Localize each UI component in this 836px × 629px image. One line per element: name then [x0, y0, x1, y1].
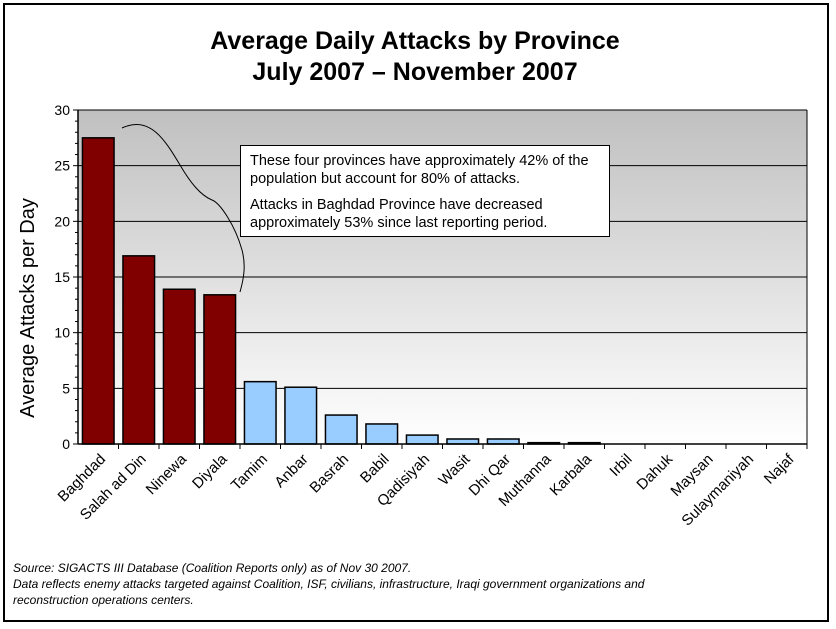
x-tick-label: Tamim [228, 451, 271, 494]
chart-title: Average Daily Attacks by Province July 2… [0, 26, 830, 88]
callout-brace [121, 123, 245, 293]
x-tick-label: Anbar [271, 451, 311, 491]
source-line-3: reconstruction operations centers. [13, 593, 194, 607]
bar-diyala [203, 294, 237, 445]
y-tick-label: 5 [62, 380, 70, 396]
bar-basrah [324, 414, 358, 445]
y-axis-ticks: 0 5 10 15 20 25 30 [54, 102, 78, 452]
y-tick-label: 10 [54, 325, 70, 341]
bar-series [81, 137, 601, 445]
bar-salah-ad-din [122, 255, 156, 445]
x-tick-label: Sulaymaniyah [678, 451, 757, 530]
bar-dhi-qar [486, 438, 520, 445]
bar-babil [365, 423, 399, 445]
x-tick-label: Basrah [306, 451, 352, 497]
source-note: Source: SIGACTS III Database (Coalition … [13, 560, 813, 608]
y-tick-label: 0 [62, 436, 70, 452]
callout-paragraph-2: Attacks in Baghdad Province have decreas… [250, 197, 548, 231]
bar-tamim [243, 380, 277, 445]
x-tick-label: Karbala [546, 450, 595, 499]
x-tick-label: Irbil [606, 451, 635, 480]
bar-baghdad [81, 137, 115, 445]
y-tick-label: 20 [54, 213, 70, 229]
bar-qadisiyah [405, 434, 439, 445]
y-axis-label: Average Attacks per Day [17, 198, 39, 418]
source-line-1: Source: SIGACTS III Database (Coalition … [13, 561, 412, 575]
annotation-callout: These four provinces have approximately … [240, 145, 610, 237]
bar-wasit [446, 438, 480, 445]
x-tick-label: Ninewa [143, 450, 191, 498]
x-tick-label: Babil [357, 451, 393, 487]
y-tick-label: 15 [54, 269, 70, 285]
y-tick-label: 25 [54, 158, 70, 174]
source-line-2: Data reflects enemy attacks targeted aga… [13, 577, 645, 591]
chart-title-line1: Average Daily Attacks by Province [210, 27, 620, 55]
bar-anbar [284, 386, 318, 445]
chart-title-line2: July 2007 – November 2007 [252, 58, 578, 86]
x-tick-label: Najaf [761, 450, 798, 487]
callout-paragraph-1: These four provinces have approximately … [250, 153, 589, 187]
y-tick-label: 30 [54, 102, 70, 118]
bar-ninewa [162, 288, 196, 445]
x-tick-label: Diyala [189, 450, 231, 492]
